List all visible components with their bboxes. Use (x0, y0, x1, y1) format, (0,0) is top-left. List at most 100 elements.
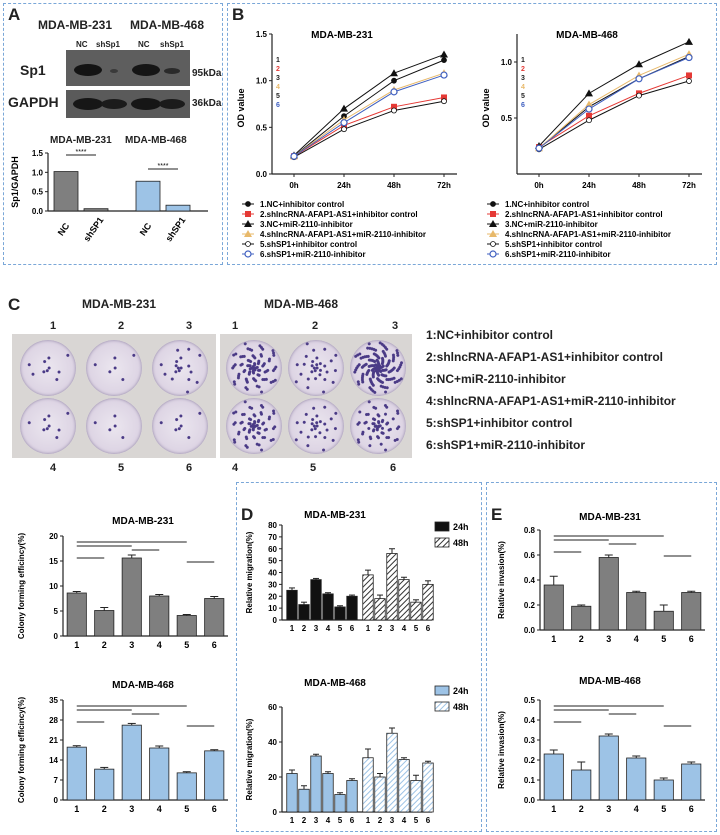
d231-legend-swatch-48h (434, 537, 450, 548)
b231-y-tick-label-0: 0.0 (256, 170, 268, 179)
d231-bar-48h-3 (386, 553, 398, 621)
blot-band-sp1-sh-231 (110, 69, 118, 73)
b468-point-3-1 (585, 89, 593, 97)
blot-row-sp1: Sp1 (20, 62, 46, 78)
a-bar-1 (83, 208, 109, 212)
b468-title: MDA-MB-468 (556, 30, 618, 41)
d468-legend-swatch-48h (434, 701, 450, 712)
panel-c-label: C (8, 295, 21, 314)
b231-legend-marker-4 (245, 241, 251, 247)
panel-a-label: A (8, 5, 21, 24)
b231-key-3: 3 (276, 75, 280, 82)
d231-x-label-48h-2: 2 (378, 624, 383, 633)
d231-bar-24h-6 (346, 595, 358, 621)
blot-cell-line-2: MDA-MB-468 (130, 18, 205, 32)
e468-bar-1 (543, 753, 564, 801)
b231-point-2-3 (441, 94, 447, 101)
c468-x-label-1: 1 (74, 804, 79, 814)
d231-bar-24h-3 (310, 579, 322, 621)
b468-key-3: 3 (521, 75, 525, 82)
blot-band-gapdh-1 (73, 98, 103, 110)
c-well-label-top-6: 3 (392, 320, 399, 332)
b468-legend-label-2: 3.NC+miR-2110-inhibitor (505, 220, 598, 229)
b231-series-5 (293, 100, 445, 158)
blot-lane-3: NC (138, 40, 150, 49)
c231-y-tick-label-3: 15 (49, 557, 58, 566)
d468-y-tick-label-0: 0 (273, 808, 278, 817)
b468-y-label: OD value (481, 88, 491, 127)
e468-title: MDA-MB-468 (579, 676, 641, 687)
d231-x-label-24h-6: 6 (350, 624, 355, 633)
c468-title: MDA-MB-468 (112, 680, 174, 691)
c-well-label-bottom-5: 5 (310, 462, 317, 474)
b468-legend-marker-5 (489, 250, 497, 258)
d231-y-tick-label-2: 20 (268, 592, 277, 601)
b468-point-3-3 (685, 37, 693, 45)
d468-bar-24h-3 (310, 755, 322, 813)
d231-y-tick-label-6: 60 (268, 545, 277, 554)
b468-legend-marker-4 (490, 241, 496, 247)
e231-x-label-4: 4 (634, 634, 639, 644)
e-invasion-chart-468: 0.0 0.1 0.2 0.3 0.4 0.5 MDA-MB-468 Relative inv… (497, 676, 705, 814)
d468-x-label-48h-5: 5 (414, 816, 419, 825)
d231-x-label-48h-1: 1 (366, 624, 371, 633)
colony-well-468-4 (226, 398, 282, 454)
d231-bar-24h-1 (286, 589, 298, 621)
b231-key-6: 6 (276, 102, 280, 109)
c-well-label-bottom-2: 5 (118, 462, 125, 474)
d231-y-tick-label-5: 50 (268, 557, 277, 566)
d231-bar-24h-5 (334, 606, 346, 621)
c468-x-label-3: 3 (129, 804, 134, 814)
b468-legend-label-1: 2.shlncRNA-AFAP1-AS1+inhibitor control (505, 210, 663, 219)
b468-legend-label-4: 5.shSP1+inhibitor control (505, 240, 602, 249)
c-group-1: 1:NC+inhibitor control (426, 328, 553, 342)
c-group-4: 4:shlncRNA-AFAP1-AS1+miR-2110-inhibitor (426, 394, 676, 408)
a-bar-chart: 0.0 0.5 1.0 1.5 Sp1/GAPDH NC shSP1 NC shSP1 **** *… (10, 149, 208, 243)
d468-bar-24h-5 (334, 794, 346, 813)
e231-x-label-1: 1 (551, 634, 556, 644)
d-migration-chart-231: 0 10 20 30 40 50 60 70 80 MDA-MB-231 Relative migr… (245, 510, 469, 633)
b468-series-1 (538, 55, 690, 149)
e468-x-label-6: 6 (689, 804, 694, 814)
c468-y-tick-label-0: 0 (54, 796, 59, 805)
d231-y-tick-label-0: 0 (273, 616, 278, 625)
b231-series-6 (293, 74, 445, 157)
e231-x-label-6: 6 (689, 634, 694, 644)
blot-band-sp1-sh-468 (164, 68, 180, 74)
d468-bar-24h-6 (346, 780, 358, 813)
b231-point-5-3 (441, 98, 447, 105)
b231-point-3-2 (390, 69, 398, 77)
b231-series-1 (293, 59, 445, 157)
colony-well-468-5 (288, 398, 344, 454)
b468-legend-label-3: 4.shlncRNA-AFAP1-AS1+miR-2110-inhibitor (505, 230, 671, 239)
e231-bar-4 (626, 592, 647, 631)
c468-y-tick-label-1: 7 (54, 776, 59, 785)
c231-title: MDA-MB-231 (112, 516, 174, 527)
d231-x-label-48h-6: 6 (426, 624, 431, 633)
b-legend-468: 1.NC+inhibitor control2.shlncRNA-AFAP1-A… (487, 200, 671, 259)
b231-legend-label-1: 2.shlncRNA-AFAP1-AS1+inhibitor control (260, 210, 418, 219)
d231-bar-24h-2 (298, 604, 310, 621)
c231-x-label-6: 6 (212, 640, 217, 650)
d468-bar-24h-2 (298, 788, 310, 813)
d231-y-tick-label-7: 70 (268, 533, 277, 542)
b231-point-2-2 (391, 103, 397, 110)
western-blot-image (66, 50, 190, 118)
d468-y-tick-label-3: 60 (268, 703, 277, 712)
blot-band-sp1-nc-231 (74, 64, 102, 76)
b231-legend-label-4: 5.shSP1+inhibitor control (260, 240, 357, 249)
colony-well-231-1 (20, 340, 76, 396)
c231-x-label-4: 4 (157, 640, 162, 650)
d468-x-label-24h-6: 6 (350, 816, 355, 825)
e468-y-tick-label-4: 0.4 (524, 716, 536, 725)
b231-point-6-2 (390, 88, 398, 96)
blot-band-gapdh-2 (101, 99, 127, 109)
c-group-5: 5:shSP1+inhibitor control (426, 416, 573, 430)
e468-y-tick-label-2: 0.2 (524, 756, 536, 765)
colony-well-231-4 (20, 398, 76, 454)
c468-bar-2 (94, 768, 115, 801)
d468-y-tick-label-1: 20 (268, 773, 277, 782)
e231-y-tick-label-0: 0.0 (524, 626, 536, 635)
b468-series-3 (538, 41, 690, 147)
b231-title: MDA-MB-231 (311, 30, 373, 41)
